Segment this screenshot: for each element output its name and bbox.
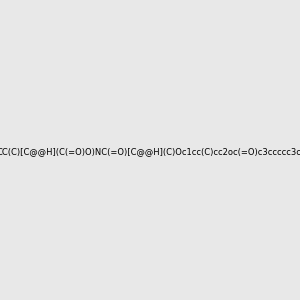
Text: CC(C)[C@@H](C(=O)O)NC(=O)[C@@H](C)Oc1cc(C)cc2oc(=O)c3ccccc3c12: CC(C)[C@@H](C(=O)O)NC(=O)[C@@H](C)Oc1cc(… bbox=[0, 147, 300, 156]
